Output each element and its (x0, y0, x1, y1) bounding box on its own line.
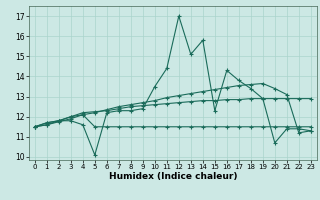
X-axis label: Humidex (Indice chaleur): Humidex (Indice chaleur) (108, 172, 237, 181)
